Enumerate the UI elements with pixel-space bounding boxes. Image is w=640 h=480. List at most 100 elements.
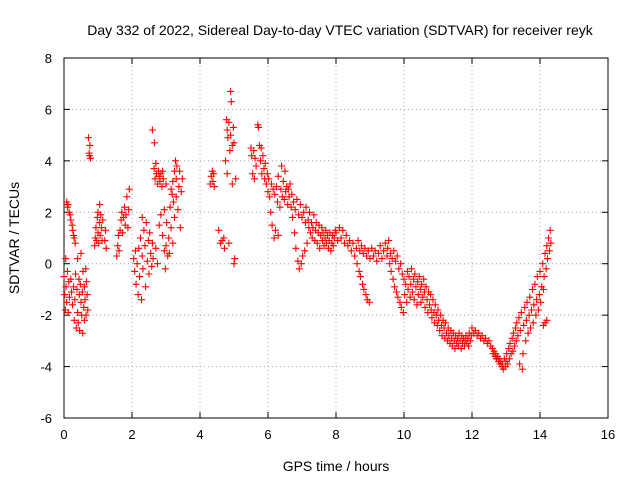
data-point bbox=[385, 237, 393, 245]
data-point bbox=[533, 273, 541, 281]
data-point bbox=[355, 267, 363, 275]
data-point bbox=[79, 329, 87, 337]
data-point bbox=[74, 255, 82, 263]
data-point bbox=[293, 195, 301, 203]
data-point bbox=[386, 260, 394, 268]
data-point bbox=[279, 177, 287, 185]
data-point bbox=[145, 270, 153, 278]
data-point bbox=[516, 327, 524, 335]
data-point bbox=[416, 285, 424, 293]
data-point bbox=[369, 252, 377, 260]
data-point bbox=[70, 234, 78, 242]
y-tick-label: 2 bbox=[45, 205, 52, 220]
data-point bbox=[80, 303, 88, 311]
data-point bbox=[375, 249, 382, 257]
data-point bbox=[509, 347, 517, 355]
data-point bbox=[417, 298, 425, 306]
x-tick-label: 12 bbox=[465, 427, 479, 442]
data-point bbox=[65, 293, 73, 301]
data-point bbox=[543, 255, 551, 263]
data-point bbox=[413, 301, 421, 309]
data-point bbox=[506, 339, 514, 347]
x-tick-label: 6 bbox=[264, 427, 271, 442]
data-point bbox=[531, 280, 539, 288]
data-point bbox=[405, 273, 413, 281]
data-point bbox=[227, 87, 235, 95]
data-point bbox=[298, 213, 306, 221]
data-point bbox=[160, 247, 168, 255]
data-point bbox=[280, 195, 288, 203]
data-point bbox=[318, 224, 326, 232]
data-point bbox=[99, 216, 107, 224]
x-axis-label: GPS time / hours bbox=[283, 458, 390, 474]
data-point bbox=[148, 239, 156, 247]
data-point bbox=[400, 275, 408, 283]
data-point bbox=[542, 265, 550, 273]
data-point bbox=[172, 193, 180, 201]
data-point bbox=[292, 244, 300, 252]
data-point bbox=[537, 298, 545, 306]
data-point bbox=[539, 260, 547, 268]
data-point bbox=[251, 154, 259, 162]
data-point bbox=[71, 239, 79, 247]
data-point bbox=[118, 208, 126, 216]
data-point bbox=[159, 167, 167, 175]
x-tick-label: 0 bbox=[60, 427, 67, 442]
data-point bbox=[125, 206, 133, 214]
data-point bbox=[337, 234, 345, 242]
data-point bbox=[431, 301, 439, 309]
data-point bbox=[123, 193, 131, 201]
data-point bbox=[74, 309, 82, 317]
data-point bbox=[274, 231, 282, 239]
data-point bbox=[114, 242, 122, 250]
data-point bbox=[122, 211, 130, 219]
data-point bbox=[397, 260, 405, 268]
data-point bbox=[349, 239, 357, 247]
data-point bbox=[276, 203, 284, 211]
data-point bbox=[273, 183, 280, 191]
data-point bbox=[410, 296, 418, 304]
data-point bbox=[169, 198, 177, 206]
data-point bbox=[305, 208, 313, 216]
data-point bbox=[222, 157, 229, 165]
data-point bbox=[505, 345, 513, 353]
data-point bbox=[295, 265, 303, 273]
data-point bbox=[61, 291, 69, 299]
x-tick-label: 16 bbox=[601, 427, 615, 442]
data-point bbox=[67, 216, 75, 224]
data-point bbox=[437, 311, 445, 319]
data-point bbox=[134, 291, 142, 299]
data-point bbox=[74, 319, 82, 327]
data-point bbox=[87, 154, 95, 162]
data-point bbox=[101, 226, 109, 234]
data-point bbox=[130, 255, 138, 263]
data-point bbox=[394, 293, 402, 301]
data-point bbox=[172, 157, 180, 165]
data-point bbox=[135, 244, 143, 252]
data-point bbox=[380, 247, 388, 255]
data-point bbox=[91, 242, 99, 250]
data-point bbox=[261, 159, 269, 167]
data-point bbox=[359, 280, 367, 288]
data-point bbox=[96, 231, 104, 239]
data-point bbox=[428, 314, 436, 322]
data-point bbox=[146, 229, 154, 237]
x-tick-label: 2 bbox=[128, 427, 135, 442]
data-point bbox=[529, 319, 537, 327]
data-point bbox=[532, 311, 540, 319]
data-point bbox=[524, 329, 532, 337]
data-points bbox=[60, 87, 555, 373]
data-point bbox=[525, 311, 533, 319]
data-point bbox=[512, 324, 520, 332]
data-point bbox=[168, 190, 176, 198]
data-point bbox=[178, 175, 186, 183]
data-point bbox=[547, 239, 555, 247]
data-point bbox=[226, 147, 234, 155]
data-point bbox=[297, 260, 305, 268]
data-point bbox=[229, 123, 237, 131]
data-point bbox=[284, 185, 292, 193]
y-tick-label: -4 bbox=[40, 360, 52, 375]
data-point bbox=[230, 139, 238, 147]
data-point bbox=[287, 203, 295, 211]
